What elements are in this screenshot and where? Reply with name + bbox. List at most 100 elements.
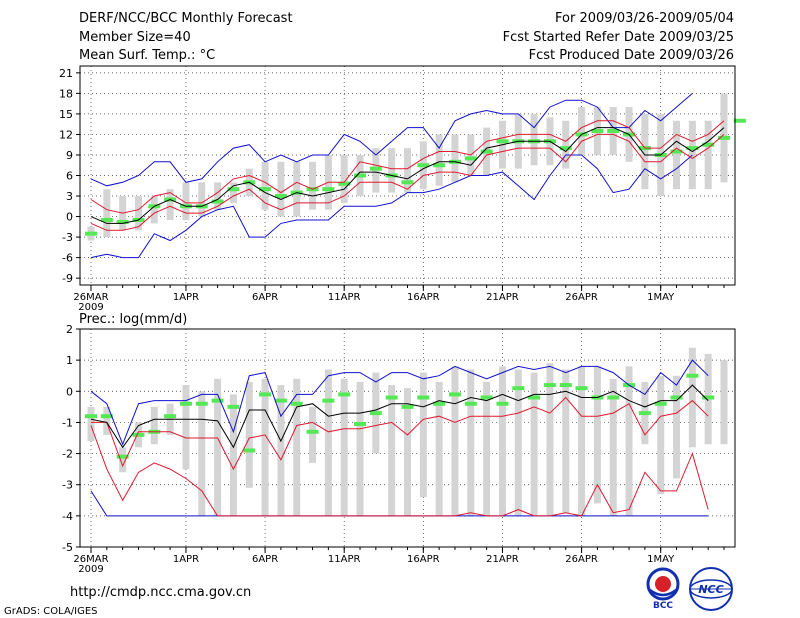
- prec-median-marker: [164, 414, 177, 419]
- temp-spread-box: [704, 120, 712, 190]
- prec-median-marker: [290, 401, 303, 406]
- prec-spread-box: [214, 378, 222, 516]
- temp-spread-box: [435, 134, 443, 186]
- prec-spread-box: [87, 406, 95, 442]
- temp-ytick-label: 12: [59, 128, 73, 141]
- temp-median-marker: [274, 194, 287, 199]
- panel1-title: Mean Surf. Temp.: °C: [79, 48, 216, 63]
- source-url[interactable]: http://cmdp.ncc.cma.gov.cn: [70, 585, 252, 600]
- prec-spread-box: [720, 360, 728, 445]
- temp-median-marker: [116, 220, 129, 225]
- prec-spread-box: [451, 366, 459, 516]
- prec-spread-box: [609, 378, 617, 516]
- prec-ytick-label: 2: [66, 323, 73, 336]
- prec-median-marker: [274, 398, 287, 403]
- prec-median-marker: [480, 395, 493, 400]
- prec-ytick-label: -2: [62, 448, 73, 461]
- prec-median-marker: [227, 404, 240, 409]
- prec-median-marker: [100, 414, 113, 419]
- temp-ytick-label: 3: [66, 190, 73, 203]
- temp-median-marker: [322, 187, 335, 192]
- prec-median-marker: [211, 398, 224, 403]
- temp-spread-box: [198, 182, 206, 217]
- prec-xtick-label: 16APR: [407, 554, 440, 565]
- prec-spread-box: [419, 372, 427, 498]
- temp-xtick-label: 16APR: [407, 292, 440, 303]
- prec-spread-box: [182, 385, 190, 470]
- temp-xtick-label: 26APR: [565, 292, 598, 303]
- prec-median-marker: [686, 373, 699, 378]
- prec-median-marker: [496, 401, 509, 406]
- bcc-logo-icon: BCC: [646, 567, 680, 610]
- temp-median-marker: [85, 231, 97, 236]
- prec-spread-box: [261, 378, 269, 516]
- prec-spread-box: [562, 369, 570, 513]
- prec-median-marker: [85, 414, 97, 419]
- prec-median-marker: [543, 383, 556, 388]
- temp-median-marker: [480, 149, 493, 154]
- temp-spread-box: [641, 113, 649, 190]
- prec-spread-box: [578, 366, 586, 516]
- prec-spread-box: [593, 366, 601, 504]
- prec-median-marker: [116, 454, 129, 459]
- temp-upper-spread-line: [90, 120, 725, 214]
- temp-xtick-year-label: 2009: [78, 302, 103, 313]
- temp-median-marker: [496, 139, 509, 144]
- prec-median-marker: [417, 395, 430, 400]
- temp-min-line: [90, 154, 693, 259]
- prec-median-marker: [179, 401, 192, 406]
- temp-median-marker: [718, 135, 730, 140]
- prec-ytick-label: -1: [62, 416, 73, 429]
- prec-median-marker: [464, 401, 477, 406]
- prec-median-marker: [401, 404, 414, 409]
- prec-xtick-label: 26APR: [565, 554, 598, 565]
- temp-spread-box: [150, 196, 158, 224]
- prec-spread-box: [324, 369, 332, 516]
- temp-spread-box: [182, 182, 190, 220]
- temp-ytick-label: -9: [62, 272, 73, 285]
- prec-xtick-label: 11APR: [328, 554, 361, 565]
- prec-spread-box: [229, 394, 237, 516]
- prec-median-marker: [195, 401, 208, 406]
- grads-credit: GrADS: COLA/IGES: [4, 606, 98, 617]
- prec-median-marker: [354, 421, 367, 426]
- prec-xtick-label: 1MAY: [647, 554, 675, 565]
- temp-xtick-label: 11APR: [328, 292, 361, 303]
- prec-spread-box: [514, 369, 522, 516]
- temp-spread-box: [388, 148, 396, 193]
- prec-xtick-year-label: 2009: [78, 564, 103, 575]
- temp-median-marker: [559, 146, 572, 151]
- temp-ytick-label: 6: [66, 170, 73, 183]
- temp-median-marker: [702, 142, 715, 147]
- prec-spread-box: [356, 381, 364, 516]
- member-size-label: Member Size=40: [79, 30, 191, 45]
- prec-median-marker: [575, 386, 588, 391]
- prec-spread-box: [198, 391, 206, 516]
- temp-spread-box: [340, 154, 348, 203]
- temp-spread-box: [134, 196, 142, 231]
- prec-lower-spread-line: [90, 425, 709, 517]
- prec-spread-box: [673, 375, 681, 479]
- prec-median-marker: [259, 392, 272, 397]
- bcc-logo-text: BCC: [653, 601, 673, 610]
- prec-median-marker: [433, 401, 446, 406]
- prec-spread-box: [546, 363, 554, 516]
- temp-spread-box: [578, 107, 586, 155]
- temp-spread-box: [293, 161, 301, 217]
- prec-xtick-label: 21APR: [486, 554, 519, 565]
- prec-median-marker: [369, 411, 382, 416]
- temp-median-marker: [401, 180, 414, 185]
- prec-spread-box: [245, 381, 253, 488]
- prec-spread-box: [498, 366, 506, 516]
- temp-xtick-label: 21APR: [486, 292, 519, 303]
- temp-median-marker: [464, 156, 477, 161]
- prec-spread-box: [150, 406, 158, 445]
- prec-median-marker: [670, 395, 683, 400]
- prec-median-marker: [385, 395, 398, 400]
- prec-xtick-label: 6APR: [252, 554, 278, 565]
- temp-ytick-label: 18: [59, 87, 73, 100]
- temp-median-marker: [227, 187, 240, 192]
- prec-median-marker: [638, 411, 651, 416]
- temp-spread-box: [103, 189, 111, 238]
